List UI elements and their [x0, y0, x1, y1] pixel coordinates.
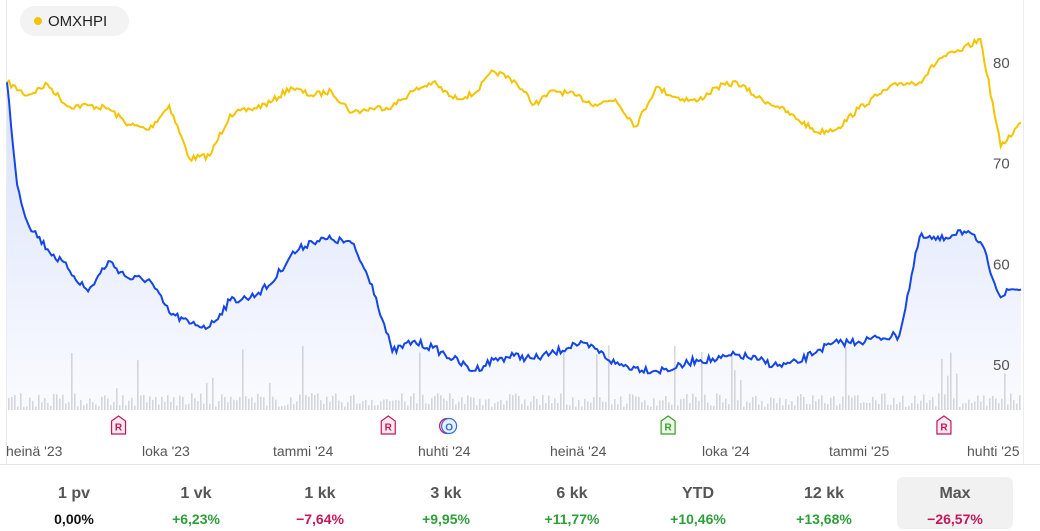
period-option[interactable]: 6 kk +11,77% — [514, 477, 630, 529]
period-change-value: +13,68% — [796, 511, 852, 527]
index-line — [6, 37, 1022, 163]
y-axis-tick-label: 60 — [993, 256, 1010, 273]
price-area-fill — [7, 82, 1021, 411]
y-axis-tick-label: 50 — [993, 357, 1010, 374]
period-change-value: +11,77% — [544, 511, 600, 527]
x-axis-tick-label: loka '23 — [142, 443, 190, 459]
event-marker-label: R — [115, 423, 123, 434]
period-option[interactable]: 3 kk +9,95% — [388, 477, 504, 529]
event-marker-shape — [380, 415, 396, 435]
event-marker-label: O — [445, 423, 453, 434]
period-option[interactable]: 1 vk +6,23% — [138, 477, 254, 529]
period-option[interactable]: Max −26,57% — [897, 477, 1013, 529]
event-marker-shape — [936, 415, 952, 435]
period-label: 1 kk — [304, 485, 336, 502]
period-label: 12 kk — [803, 485, 845, 502]
price-line — [6, 82, 1022, 376]
x-axis-tick-label: huhti '25 — [967, 443, 1020, 459]
x-axis-tick-label: tammi '25 — [829, 443, 889, 459]
event-marker-o[interactable]: O — [439, 417, 458, 435]
x-axis-tick-label: loka '24 — [702, 443, 750, 459]
price-chart[interactable]: 80 70 60 50 R R O R R heinä '23 loka '23 tammi '2… — [0, 0, 1040, 464]
period-change-value: +10,46% — [670, 511, 726, 527]
x-axis-tick-label: heinä '23 — [6, 443, 63, 459]
period-label: 1 pv — [57, 485, 90, 502]
event-marker-label: R — [665, 423, 673, 434]
period-change-value: −7,64% — [296, 511, 344, 527]
period-label: YTD — [682, 485, 714, 502]
period-label: 1 vk — [180, 485, 212, 502]
period-selector: 1 pv 0,00% 1 vk +6,23% 1 kk −7,64% 3 kk +9,95% 6… — [0, 464, 1040, 531]
period-change-value: +6,23% — [172, 511, 220, 527]
x-axis-tick-label: heinä '24 — [550, 443, 607, 459]
period-label: 6 kk — [556, 485, 588, 502]
period-option[interactable]: 1 kk −7,64% — [262, 477, 378, 529]
period-change-value: +9,95% — [422, 511, 470, 527]
event-marker-label: R — [940, 423, 948, 434]
event-marker-label: R — [385, 423, 393, 434]
event-marker-shape — [110, 415, 127, 435]
period-option[interactable]: 1 pv 0,00% — [16, 477, 132, 529]
event-marker-r[interactable]: R — [380, 415, 396, 435]
y-axis-tick-label: 70 — [993, 156, 1010, 173]
period-option[interactable]: YTD +10,46% — [640, 477, 756, 529]
legend-omxhpi[interactable]: OMXHPI — [20, 6, 130, 36]
y-axis-tick-label: 80 — [993, 55, 1010, 72]
period-option[interactable]: 12 kk +13,68% — [766, 477, 882, 529]
x-axis-tick-label: tammi '24 — [273, 443, 333, 459]
period-change-value: 0,00% — [54, 511, 94, 527]
event-marker-shape — [441, 417, 458, 435]
event-marker-r[interactable]: R — [936, 415, 952, 435]
x-axis-tick-label: huhti '24 — [418, 443, 471, 459]
chart-right-border — [1023, 0, 1024, 465]
period-change-value: −26,57% — [927, 511, 983, 527]
period-label: 3 kk — [430, 485, 462, 502]
event-marker-r[interactable]: R — [660, 415, 676, 435]
period-label: Max — [939, 485, 971, 502]
legend-label: OMXHPI — [48, 12, 108, 30]
chart-left-border — [6, 0, 7, 465]
event-marker-shape — [660, 415, 676, 435]
legend-dot-icon — [34, 17, 42, 25]
event-marker-r[interactable]: R — [110, 415, 127, 435]
